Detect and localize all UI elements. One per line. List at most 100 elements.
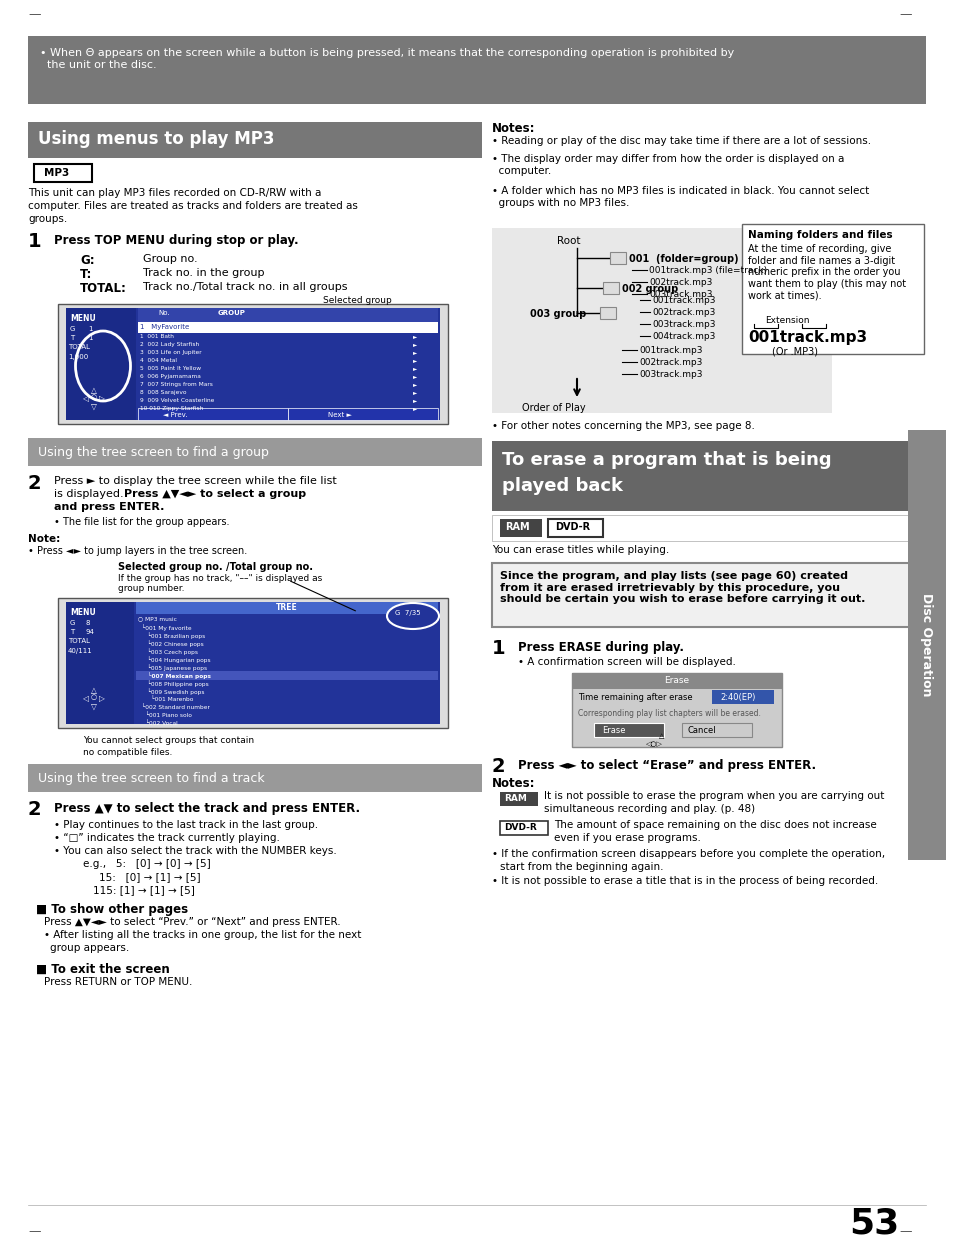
Text: ►: ►: [413, 382, 416, 387]
Bar: [28, 438, 481, 466]
Bar: [138, 357, 437, 366]
Text: 002track.mp3: 002track.mp3: [648, 278, 712, 287]
Text: Press TOP MENU during stop or play.: Press TOP MENU during stop or play.: [54, 233, 298, 247]
Text: Press ▲▼◄► to select a group: Press ▲▼◄► to select a group: [124, 489, 306, 499]
Text: △: △: [659, 734, 664, 739]
Text: • For other notes concerning the MP3, see page 8.: • For other notes concerning the MP3, se…: [492, 421, 754, 431]
Bar: [572, 673, 781, 689]
Text: 002track.mp3: 002track.mp3: [651, 308, 715, 317]
Text: is displayed.: is displayed.: [54, 489, 127, 499]
Bar: [136, 671, 437, 680]
Text: Order of Play: Order of Play: [521, 403, 585, 412]
Text: Corresponding play list chapters will be erased.: Corresponding play list chapters will be…: [578, 709, 760, 718]
Text: 3  003 Life on Jupiter: 3 003 Life on Jupiter: [140, 350, 201, 354]
Text: 115: [1] → [1] → [5]: 115: [1] → [1] → [5]: [92, 885, 194, 895]
Text: 53: 53: [848, 1207, 898, 1235]
Text: 8: 8: [86, 620, 91, 626]
Bar: [138, 366, 437, 373]
Text: Root: Root: [557, 236, 579, 246]
Text: group appears.: group appears.: [50, 944, 129, 953]
Bar: [288, 408, 437, 420]
Text: 2: 2: [492, 757, 505, 776]
Text: ◄ Prev.: ◄ Prev.: [163, 412, 188, 417]
Text: ►: ►: [413, 333, 416, 338]
Text: 1: 1: [88, 335, 92, 341]
Bar: [138, 408, 437, 420]
Text: ◁○▷: ◁○▷: [645, 741, 661, 747]
Text: └004 Hungarian pops: └004 Hungarian pops: [138, 656, 211, 663]
Text: GROUP: GROUP: [218, 310, 246, 316]
Text: 6  006 Pyjamamama: 6 006 Pyjamamama: [140, 374, 201, 379]
Bar: [28, 764, 481, 792]
Text: DVD-R: DVD-R: [503, 823, 537, 832]
Bar: [492, 515, 926, 541]
Bar: [741, 224, 923, 354]
Text: └001 Brazilian pops: └001 Brazilian pops: [138, 632, 205, 638]
Bar: [138, 373, 437, 382]
Text: groups.: groups.: [28, 214, 67, 224]
Text: To erase a program that is being: To erase a program that is being: [501, 451, 831, 469]
Text: TOTAL: TOTAL: [68, 345, 90, 350]
Text: Cancel: Cancel: [687, 726, 716, 735]
Text: and press ENTER.: and press ENTER.: [54, 501, 164, 513]
Text: Extension: Extension: [764, 316, 808, 325]
Text: Press RETURN or TOP MENU.: Press RETURN or TOP MENU.: [44, 977, 193, 987]
Text: Note:: Note:: [28, 534, 60, 543]
Text: Selected group no. /Total group no.: Selected group no. /Total group no.: [118, 562, 313, 572]
Text: If the group has no track, "––" is displayed as: If the group has no track, "––" is displ…: [118, 574, 322, 583]
Text: Since the program, and play lists (see page 60) created
from it are erased irret: Since the program, and play lists (see p…: [499, 571, 864, 604]
Text: └001 Marenbo: └001 Marenbo: [138, 697, 193, 701]
Bar: [66, 308, 136, 420]
Text: 2: 2: [28, 474, 42, 493]
Text: • Press ◄► to jump layers in the tree screen.: • Press ◄► to jump layers in the tree sc…: [28, 546, 247, 556]
Text: 7  007 Strings from Mars: 7 007 Strings from Mars: [140, 382, 213, 387]
Text: • The display order may differ from how the order is displayed on a
  computer.: • The display order may differ from how …: [492, 154, 843, 175]
Text: └002 Standard number: └002 Standard number: [138, 704, 210, 710]
Text: • When Θ appears on the screen while a button is being pressed, it means that th: • When Θ appears on the screen while a b…: [40, 48, 734, 69]
Bar: [594, 722, 663, 737]
Text: 003 group: 003 group: [530, 309, 586, 319]
Text: MP3: MP3: [44, 168, 70, 178]
Text: • It is not possible to erase a title that is in the process of being recorded.: • It is not possible to erase a title th…: [492, 876, 878, 885]
Text: —: —: [28, 7, 40, 21]
Text: Press ▲▼ to select the track and press ENTER.: Press ▲▼ to select the track and press E…: [54, 802, 359, 815]
Text: ○ MP3 music: ○ MP3 music: [138, 616, 176, 621]
Text: ►: ►: [413, 358, 416, 363]
Bar: [547, 519, 602, 537]
Text: └007 Mexican pops: └007 Mexican pops: [138, 672, 211, 679]
Text: ►: ►: [413, 406, 416, 411]
Text: The amount of space remaining on the disc does not increase: The amount of space remaining on the dis…: [554, 820, 876, 830]
Text: └008 Philippine pops: └008 Philippine pops: [138, 680, 209, 687]
Text: You can erase titles while playing.: You can erase titles while playing.: [492, 545, 669, 555]
Text: Press ERASE during play.: Press ERASE during play.: [517, 641, 683, 655]
Text: 2  002 Lady Starfish: 2 002 Lady Starfish: [140, 342, 199, 347]
Bar: [138, 350, 437, 357]
Text: —: —: [898, 1225, 910, 1235]
Text: ▽: ▽: [91, 403, 97, 411]
Text: • “□” indicates the track currently playing.: • “□” indicates the track currently play…: [54, 832, 279, 844]
Text: Track no./Total track no. in all groups: Track no./Total track no. in all groups: [143, 282, 347, 291]
Text: computer. Files are treated as tracks and folders are treated as: computer. Files are treated as tracks an…: [28, 201, 357, 211]
Text: 002 group: 002 group: [621, 284, 678, 294]
Text: ►: ►: [413, 374, 416, 379]
Text: 003track.mp3: 003track.mp3: [651, 320, 715, 329]
Bar: [138, 405, 437, 412]
Text: 1: 1: [28, 232, 42, 251]
Text: ▷: ▷: [99, 394, 105, 403]
Text: └005 Japanese pops: └005 Japanese pops: [138, 664, 207, 671]
Bar: [711, 690, 773, 704]
Text: T:: T:: [80, 268, 92, 282]
Bar: [28, 36, 925, 104]
Text: TOTAL:: TOTAL:: [80, 282, 127, 295]
Text: └002 Chinese pops: └002 Chinese pops: [138, 640, 204, 647]
Bar: [138, 396, 437, 405]
Text: No.: No.: [158, 310, 170, 316]
Text: Erase: Erase: [601, 726, 625, 735]
Text: • A confirmation screen will be displayed.: • A confirmation screen will be displaye…: [517, 657, 735, 667]
Text: 5  005 Paint It Yellow: 5 005 Paint It Yellow: [140, 366, 201, 370]
Bar: [138, 341, 437, 350]
Text: 003track.mp3: 003track.mp3: [648, 290, 712, 299]
Text: ►: ►: [413, 398, 416, 403]
Bar: [136, 601, 437, 614]
Text: • Reading or play of the disc may take time if there are a lot of sessions.: • Reading or play of the disc may take t…: [492, 136, 870, 146]
